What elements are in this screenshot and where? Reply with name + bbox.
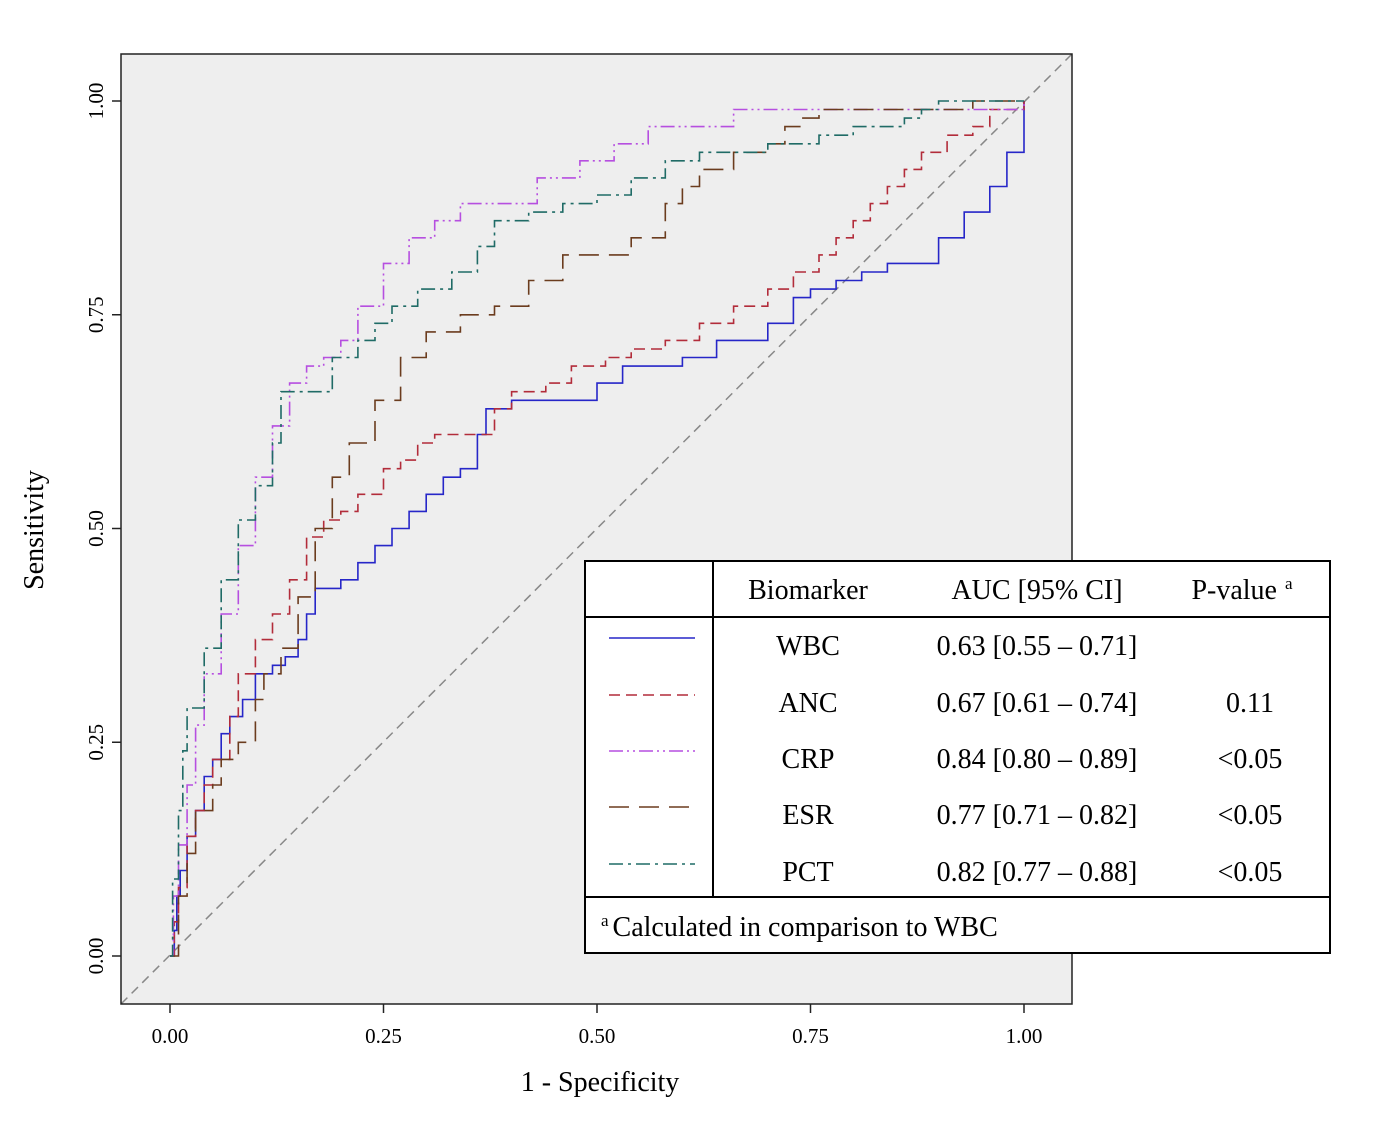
legend-footnote: a Calculated in comparison to WBC <box>601 911 998 943</box>
legend-row-pvalue: <0.05 <box>1218 800 1283 831</box>
x-tick-label-0-00: 0.00 <box>152 1024 189 1048</box>
legend-row-biomarker: CRP <box>782 744 835 775</box>
legend-box <box>584 560 1331 954</box>
legend-row-auc: 0.82 [0.77 – 0.88] <box>937 857 1138 888</box>
legend-footnote-sup: a <box>601 911 609 930</box>
legend-row-pvalue: <0.05 <box>1218 857 1283 888</box>
legend-header-pvalue-sup: a <box>1285 574 1293 593</box>
y-tick-label-0-75: 0.75 <box>84 296 108 333</box>
y-tick-label-0-25: 0.25 <box>84 724 108 761</box>
legend-row-auc: 0.77 [0.71 – 0.82] <box>937 800 1138 831</box>
legend-header-pvalue-text: P-value <box>1191 575 1277 606</box>
legend-row-biomarker: PCT <box>782 857 833 888</box>
legend-header-pvalue: P-value a <box>1191 574 1293 606</box>
legend-header-biomarker: Biomarker <box>748 575 868 606</box>
legend-header-auc: AUC [95% CI] <box>951 575 1122 606</box>
y-axis-title: Sensitivity <box>19 470 50 590</box>
series-layer <box>170 100 1025 957</box>
y-tick-label-0-50: 0.50 <box>84 510 108 547</box>
legend-row-biomarker: ESR <box>782 800 834 831</box>
x-tick-label-0-25: 0.25 <box>365 1024 402 1048</box>
y-tick-label-1-00: 1.00 <box>84 83 108 120</box>
series-anc <box>170 101 1025 957</box>
x-tick-label-0-50: 0.50 <box>579 1024 616 1048</box>
legend-footnote-text: Calculated in comparison to WBC <box>613 912 998 943</box>
x-tick-label-1-00: 1.00 <box>1006 1024 1043 1048</box>
legend-rows: WBC 0.63 [0.55 – 0.71] ANC 0.67 [0.61 – 0.7… <box>609 631 1282 888</box>
legend-row-auc: 0.63 [0.55 – 0.71] <box>937 631 1138 662</box>
y-tick-label-0-00: 0.00 <box>84 938 108 975</box>
axis-layer: 0.00 0.25 0.50 0.75 1.00 0.00 0.25 0.50 0.75 1.00 <box>84 83 1042 1048</box>
legend-row-auc: 0.67 [0.61 – 0.74] <box>937 688 1138 719</box>
legend-row-biomarker: ANC <box>778 688 837 719</box>
series-esr <box>170 100 1024 957</box>
legend-row-pvalue: 0.11 <box>1226 688 1274 719</box>
legend-table: Biomarker AUC [95% CI] P-value a WBC 0.63 … <box>584 560 1331 954</box>
series-pct <box>170 100 1024 957</box>
x-tick-label-0-75: 0.75 <box>792 1024 829 1048</box>
x-axis-title: 1 - Specificity <box>521 1067 680 1098</box>
legend-row-biomarker: WBC <box>776 631 840 662</box>
legend-row-auc: 0.84 [0.80 – 0.89] <box>937 744 1138 775</box>
legend-row-pvalue: <0.05 <box>1218 744 1283 775</box>
